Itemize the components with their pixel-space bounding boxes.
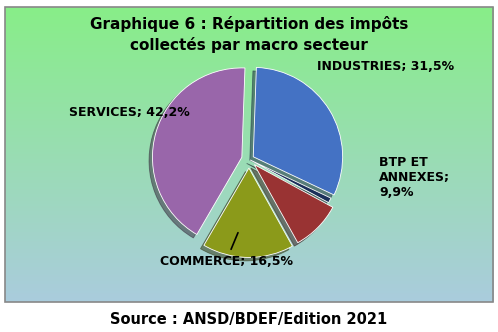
Text: SERVICES; 42,2%: SERVICES; 42,2% [69,106,190,119]
Text: Graphique 6 : Répartition des impôts
collectés par macro secteur: Graphique 6 : Répartition des impôts col… [90,16,408,53]
Text: Source : ANSD/BDEF/Edition 2021: Source : ANSD/BDEF/Edition 2021 [111,312,387,327]
Wedge shape [152,68,245,234]
Wedge shape [250,160,331,203]
Text: INDUSTRIES; 31,5%: INDUSTRIES; 31,5% [317,60,454,73]
Text: BTP ET
ANNEXES;
9,9%: BTP ET ANNEXES; 9,9% [379,156,450,200]
Wedge shape [204,168,292,257]
Wedge shape [254,165,333,243]
Text: COMMERCE; 16,5%: COMMERCE; 16,5% [160,233,293,268]
Wedge shape [253,67,343,195]
